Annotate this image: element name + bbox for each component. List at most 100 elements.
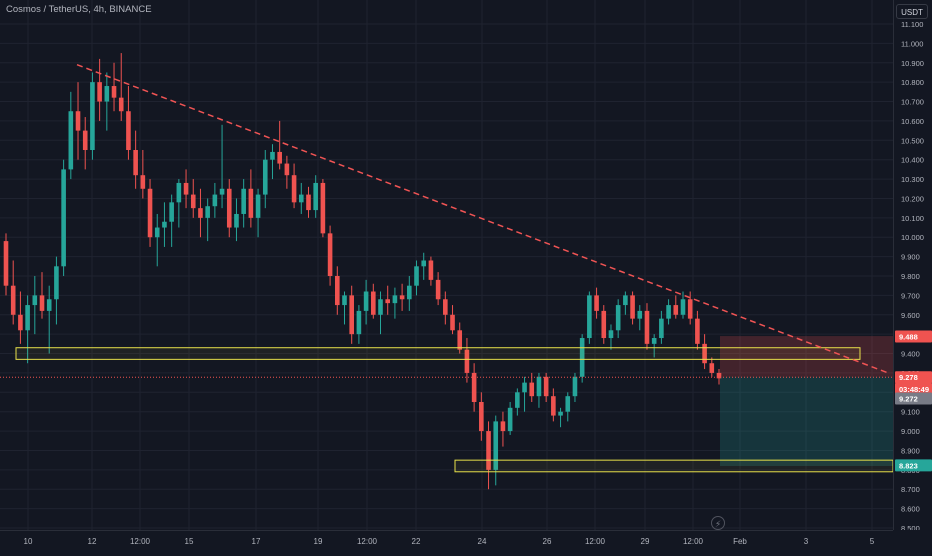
candle[interactable]: [18, 291, 23, 344]
candle[interactable]: [435, 272, 441, 306]
candle[interactable]: [198, 188, 203, 238]
candle[interactable]: [587, 291, 592, 344]
candle[interactable]: [219, 124, 225, 209]
candle[interactable]: [572, 372, 578, 402]
candle[interactable]: [277, 120, 282, 170]
candle[interactable]: [529, 372, 535, 402]
candle[interactable]: [522, 376, 527, 412]
candle[interactable]: [32, 276, 38, 335]
candle[interactable]: [673, 295, 679, 319]
candle[interactable]: [327, 225, 333, 286]
candle[interactable]: [551, 388, 556, 422]
candle[interactable]: [680, 291, 686, 319]
candle[interactable]: [457, 322, 463, 354]
candle[interactable]: [493, 415, 499, 486]
candle[interactable]: [450, 305, 455, 335]
candle[interactable]: [54, 256, 59, 325]
candle[interactable]: [342, 291, 347, 325]
candle[interactable]: [407, 276, 412, 311]
time-axis[interactable]: 10 12 12:00 15 17 19 12:00 22 24 26 12:00 29 12:00 Fe…: [0, 530, 893, 551]
candle[interactable]: [695, 310, 700, 350]
candle[interactable]: [392, 287, 398, 319]
candle[interactable]: [428, 256, 434, 286]
candle[interactable]: [659, 310, 664, 344]
candle[interactable]: [399, 283, 405, 311]
candle[interactable]: [385, 285, 391, 315]
candle[interactable]: [594, 287, 599, 319]
candle[interactable]: [515, 388, 520, 416]
candle[interactable]: [154, 213, 160, 267]
candle[interactable]: [363, 279, 369, 325]
candle[interactable]: [702, 334, 707, 370]
candle[interactable]: [615, 299, 621, 339]
candle[interactable]: [651, 334, 657, 358]
candle[interactable]: [536, 372, 542, 408]
lightning-icon[interactable]: ⚡: [711, 516, 725, 530]
candle[interactable]: [284, 155, 290, 189]
candle[interactable]: [205, 198, 210, 242]
candle[interactable]: [61, 159, 66, 276]
candlestick-chart[interactable]: [0, 0, 894, 530]
candle[interactable]: [349, 285, 354, 344]
candle[interactable]: [464, 338, 470, 383]
candle[interactable]: [169, 194, 174, 247]
candle[interactable]: [630, 291, 635, 325]
candle[interactable]: [371, 283, 376, 319]
candle[interactable]: [90, 72, 95, 160]
support-zone-lower[interactable]: [454, 459, 894, 473]
candle[interactable]: [298, 182, 304, 214]
candle[interactable]: [709, 357, 715, 377]
candle[interactable]: [291, 163, 297, 209]
candle[interactable]: [414, 260, 419, 296]
candle[interactable]: [140, 150, 146, 199]
price-axis[interactable]: 11.100 11.000 10.900 10.800 10.700 10.600 10.5…: [893, 0, 932, 533]
candle[interactable]: [608, 324, 614, 350]
candle[interactable]: [356, 305, 362, 344]
candle[interactable]: [25, 295, 30, 364]
candle[interactable]: [75, 82, 81, 160]
candle[interactable]: [507, 402, 513, 435]
candle[interactable]: [623, 291, 628, 315]
candle[interactable]: [46, 285, 52, 354]
candle[interactable]: [716, 369, 722, 385]
candle[interactable]: [147, 179, 153, 247]
candle[interactable]: [270, 144, 275, 180]
candle[interactable]: [543, 372, 549, 402]
candle[interactable]: [133, 130, 138, 189]
candle[interactable]: [637, 305, 643, 331]
candle[interactable]: [565, 392, 571, 422]
chart-area[interactable]: [0, 0, 894, 530]
candle[interactable]: [334, 266, 340, 315]
candle[interactable]: [82, 117, 88, 170]
currency-badge[interactable]: USDT: [896, 4, 928, 19]
candle[interactable]: [111, 62, 117, 112]
candle[interactable]: [118, 53, 124, 121]
candle[interactable]: [176, 179, 182, 228]
candle[interactable]: [104, 72, 110, 131]
take-profit-zone[interactable]: [720, 376, 893, 466]
candle[interactable]: [500, 411, 506, 447]
symbol-title[interactable]: Cosmos / TetherUS, 4h, BINANCE: [6, 4, 152, 15]
candle[interactable]: [262, 150, 268, 209]
candle[interactable]: [421, 252, 427, 280]
candle[interactable]: [579, 334, 585, 383]
candle[interactable]: [378, 291, 383, 335]
candle[interactable]: [644, 303, 650, 350]
candle[interactable]: [479, 392, 484, 441]
candle[interactable]: [601, 305, 607, 344]
trendline[interactable]: [76, 64, 889, 374]
candle[interactable]: [97, 58, 102, 121]
candle[interactable]: [486, 421, 491, 490]
candle[interactable]: [666, 299, 671, 325]
candle[interactable]: [306, 186, 311, 218]
candle[interactable]: [248, 169, 254, 228]
candle[interactable]: [558, 407, 563, 428]
stop-loss-zone[interactable]: [720, 336, 893, 377]
candle[interactable]: [226, 179, 232, 238]
candle[interactable]: [68, 91, 74, 180]
candle[interactable]: [313, 175, 318, 218]
candle[interactable]: [234, 198, 239, 242]
candle[interactable]: [471, 363, 477, 412]
candle[interactable]: [3, 233, 9, 296]
candle[interactable]: [255, 188, 261, 238]
